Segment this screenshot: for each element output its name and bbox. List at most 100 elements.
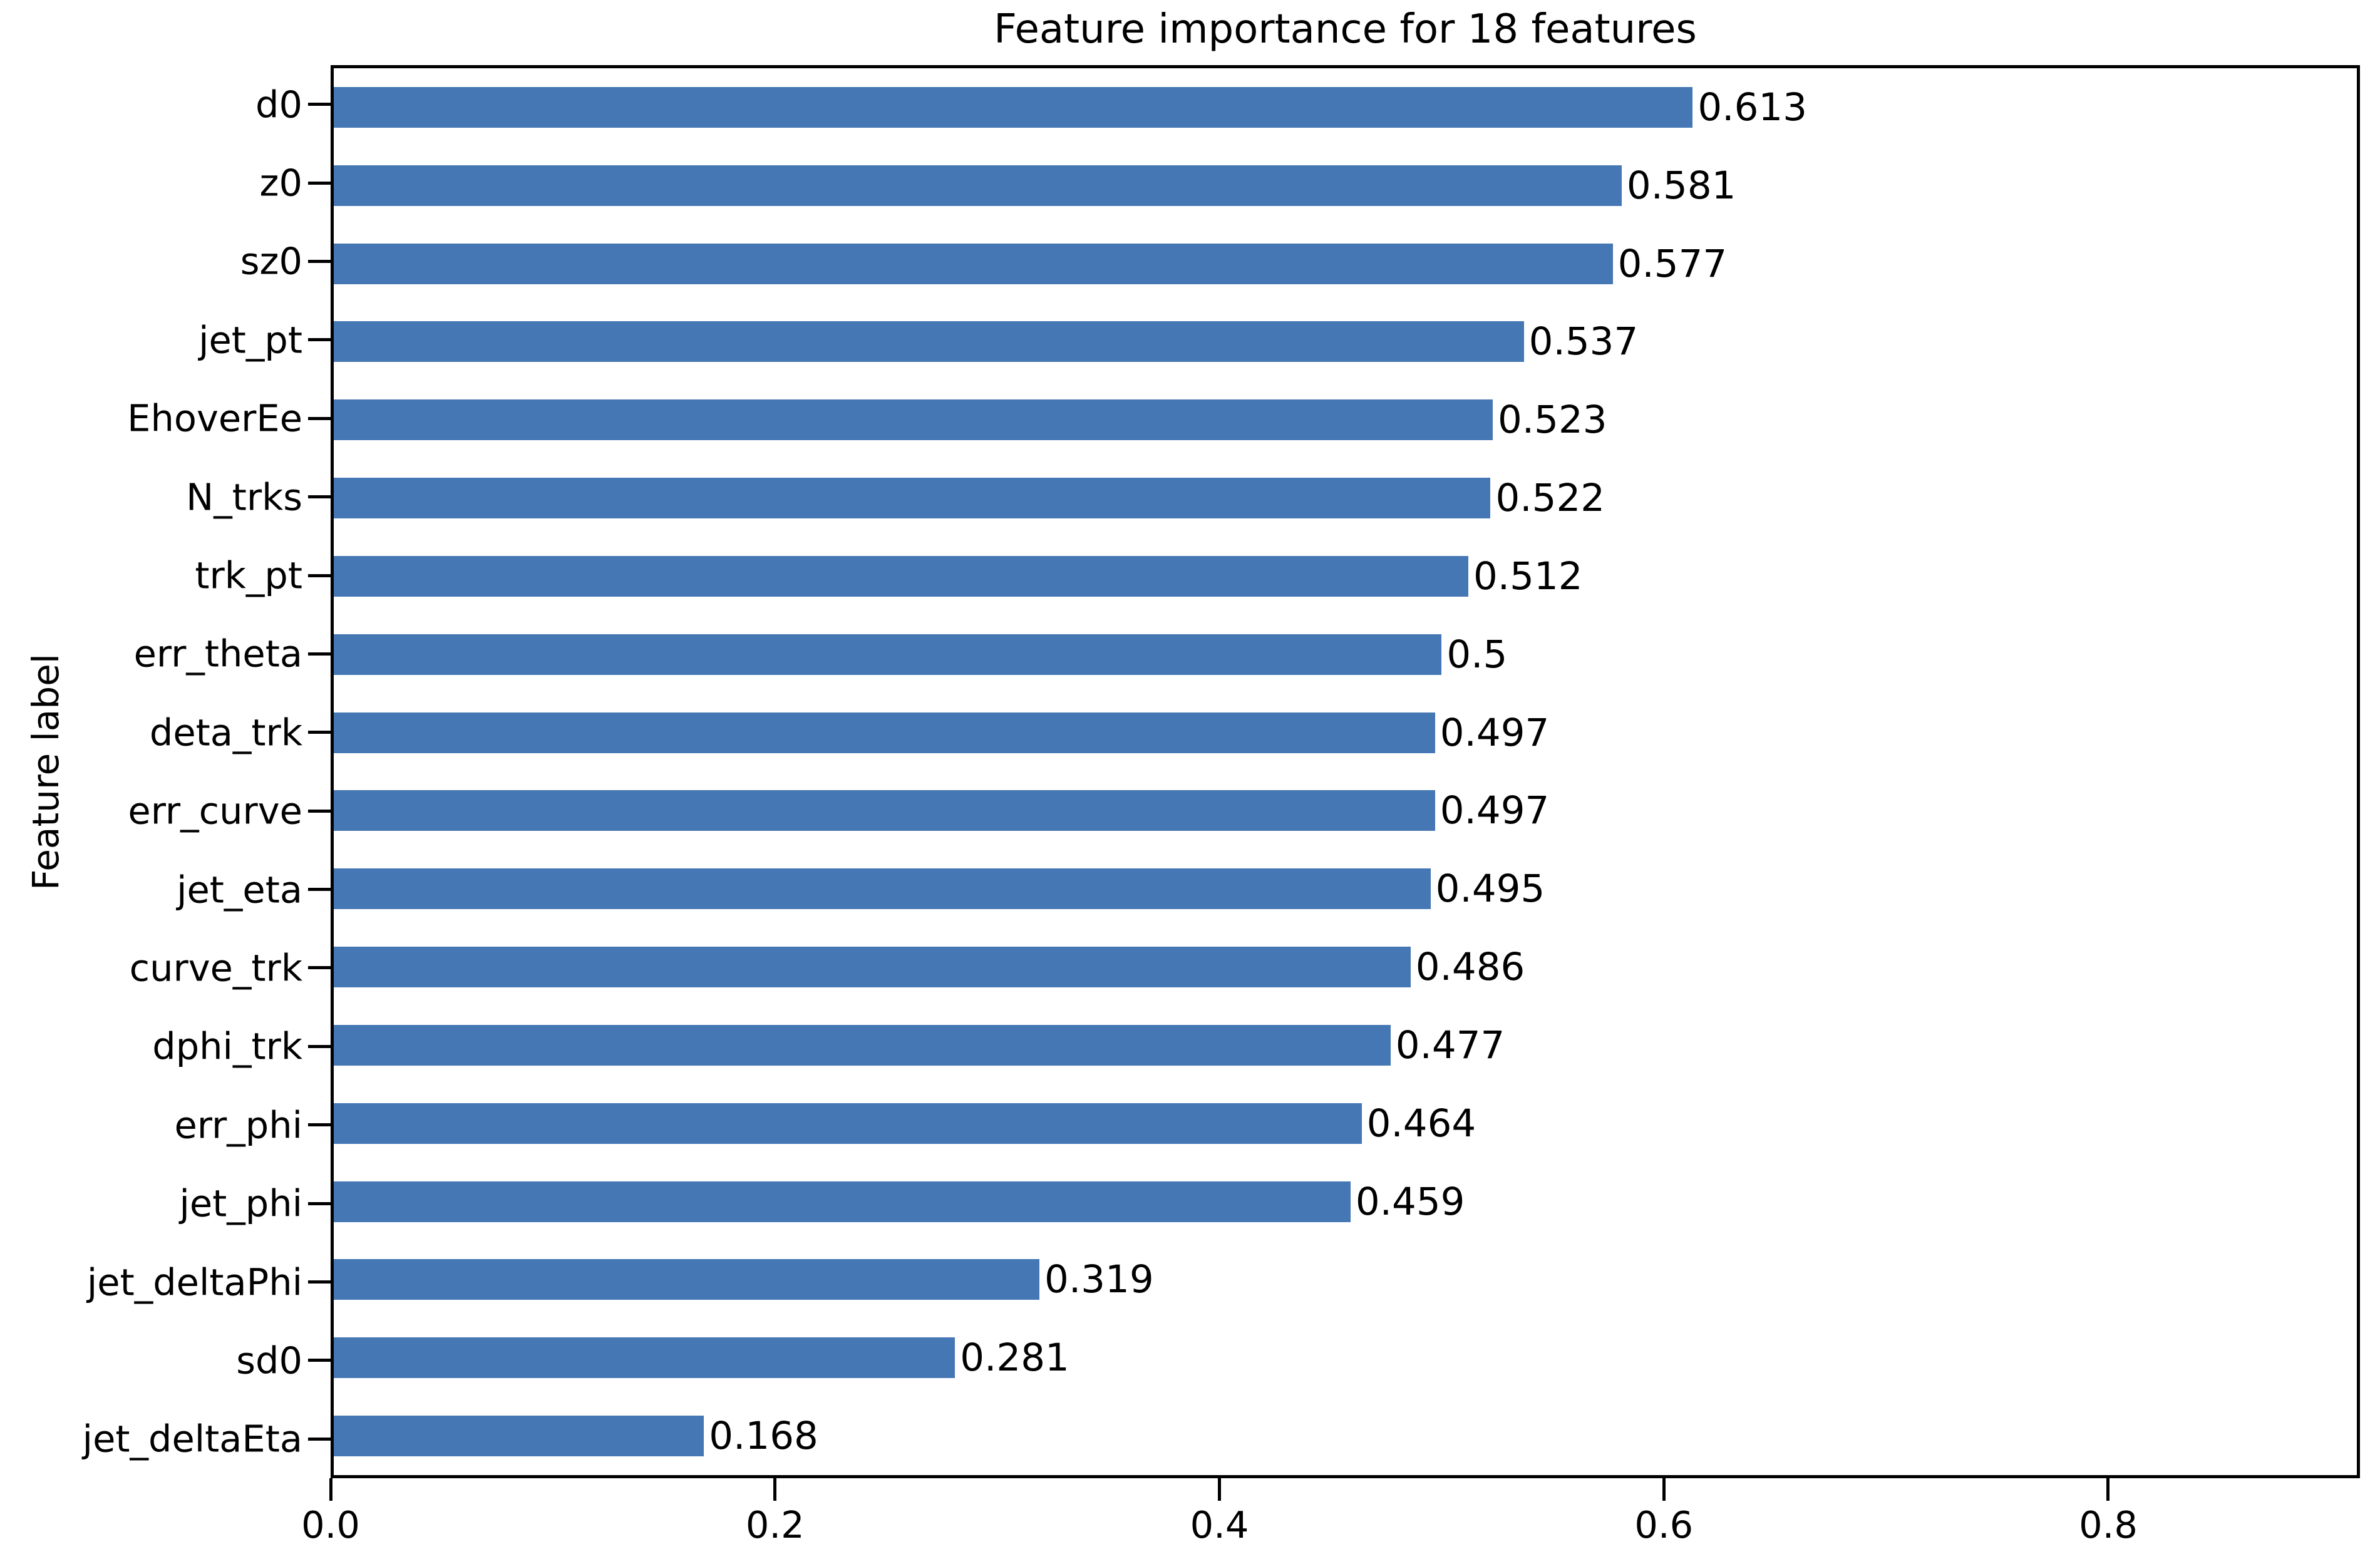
x-tick (329, 1478, 332, 1501)
bar-row: 0.537 (334, 302, 2357, 381)
bar-value-label: 0.477 (1395, 1022, 1505, 1068)
bar (334, 634, 1442, 675)
y-tick (308, 1123, 331, 1127)
x-tick-label: 0.4 (1190, 1503, 1249, 1546)
bar-value-label: 0.5 (1446, 632, 1508, 677)
bar-row: 0.577 (334, 225, 2357, 303)
bar-value-label: 0.319 (1044, 1257, 1154, 1302)
y-tick-label: curve_trk (129, 946, 302, 990)
bar-value-label: 0.577 (1617, 241, 1728, 286)
bar-value-label: 0.581 (1626, 163, 1736, 208)
y-tick (308, 416, 331, 420)
bar (334, 165, 1622, 206)
y-tick (308, 1437, 331, 1441)
bar (334, 243, 1613, 284)
bar-row: 0.486 (334, 928, 2357, 1006)
y-tick-label: EhoverEe (127, 396, 302, 440)
y-tick (308, 966, 331, 970)
y-tick (308, 103, 331, 106)
bar-row: 0.512 (334, 537, 2357, 615)
bar-row: 0.459 (334, 1163, 2357, 1241)
bar-value-label: 0.464 (1366, 1101, 1476, 1146)
y-tick-label: deta_trk (149, 711, 302, 754)
bar (334, 868, 1431, 910)
x-tick (2106, 1478, 2110, 1501)
y-tick-label: sz0 (240, 239, 302, 283)
y-tick (308, 809, 331, 813)
bar-value-label: 0.537 (1528, 319, 1639, 364)
bar-value-label: 0.522 (1495, 476, 1605, 521)
bar (334, 1024, 1391, 1066)
bar-value-label: 0.523 (1497, 398, 1607, 443)
y-tick (308, 1280, 331, 1284)
y-tick-label: N_trks (186, 475, 302, 519)
x-tick-label: 0.0 (301, 1503, 360, 1546)
y-tick-label: trk_pt (195, 553, 302, 597)
bar-row: 0.168 (334, 1397, 2357, 1475)
bar-row: 0.5 (334, 615, 2357, 694)
bar-value-label: 0.613 (1697, 85, 1808, 130)
y-tick (308, 888, 331, 892)
bar (334, 947, 1411, 988)
bar-row: 0.523 (334, 381, 2357, 459)
bar (334, 555, 1468, 597)
bar-value-label: 0.512 (1473, 553, 1583, 599)
y-tick-label: jet_phi (179, 1181, 302, 1225)
bar-row: 0.497 (334, 694, 2357, 772)
bar (334, 1103, 1362, 1144)
bar-row: 0.522 (334, 459, 2357, 537)
y-tick-label: jet_deltaPhi (86, 1260, 302, 1304)
bar-value-label: 0.168 (709, 1413, 818, 1458)
bar-row: 0.281 (334, 1319, 2357, 1397)
bar-row: 0.319 (334, 1240, 2357, 1319)
bar-value-label: 0.495 (1435, 867, 1545, 912)
bar (334, 86, 1693, 128)
y-tick (308, 1201, 331, 1205)
y-tick (308, 731, 331, 734)
bar-row: 0.495 (334, 850, 2357, 928)
bar (334, 321, 1524, 363)
y-tick (308, 652, 331, 656)
bar-row: 0.613 (334, 68, 2357, 147)
chart-title: Feature importance for 18 features (994, 6, 1697, 53)
y-tick-label: jet_deltaEta (82, 1417, 302, 1461)
y-tick (308, 574, 331, 577)
bar-row: 0.497 (334, 771, 2357, 850)
bar-row: 0.464 (334, 1084, 2357, 1163)
y-tick-label: jet_pt (198, 318, 302, 362)
bar (334, 399, 1493, 441)
plot-area: 0.613 0.581 0.577 0.537 0.523 0.522 0.51… (331, 65, 2360, 1478)
bar (334, 712, 1435, 753)
y-tick-label: d0 (255, 83, 302, 126)
y-tick (308, 1044, 331, 1048)
y-tick-label: sd0 (236, 1339, 302, 1382)
bar-value-label: 0.486 (1415, 945, 1525, 990)
y-tick-label: z0 (259, 161, 302, 205)
bar (334, 790, 1435, 831)
x-tick (773, 1478, 777, 1501)
y-tick-label: err_curve (128, 789, 302, 833)
y-tick (308, 259, 331, 263)
x-tick (1217, 1478, 1221, 1501)
y-tick-label: err_phi (174, 1103, 302, 1147)
x-tick-label: 0.2 (745, 1503, 805, 1546)
bar-row: 0.477 (334, 1006, 2357, 1084)
y-tick (308, 338, 331, 342)
bar (334, 1337, 956, 1379)
bar (334, 1181, 1351, 1222)
y-axis-title: Feature label (24, 654, 67, 890)
bar-value-label: 0.497 (1440, 788, 1550, 833)
bar (334, 1259, 1040, 1300)
x-tick (1662, 1478, 1666, 1501)
bar (334, 478, 1491, 519)
bar-value-label: 0.497 (1440, 710, 1550, 755)
bar-row: 0.581 (334, 147, 2357, 225)
y-tick (308, 181, 331, 185)
x-tick-label: 0.8 (2079, 1503, 2138, 1546)
y-tick (308, 1359, 331, 1362)
y-tick-label: dphi_trk (152, 1024, 302, 1068)
y-tick-label: jet_eta (177, 868, 302, 912)
x-tick-label: 0.6 (1634, 1503, 1694, 1546)
bar (334, 1415, 704, 1456)
